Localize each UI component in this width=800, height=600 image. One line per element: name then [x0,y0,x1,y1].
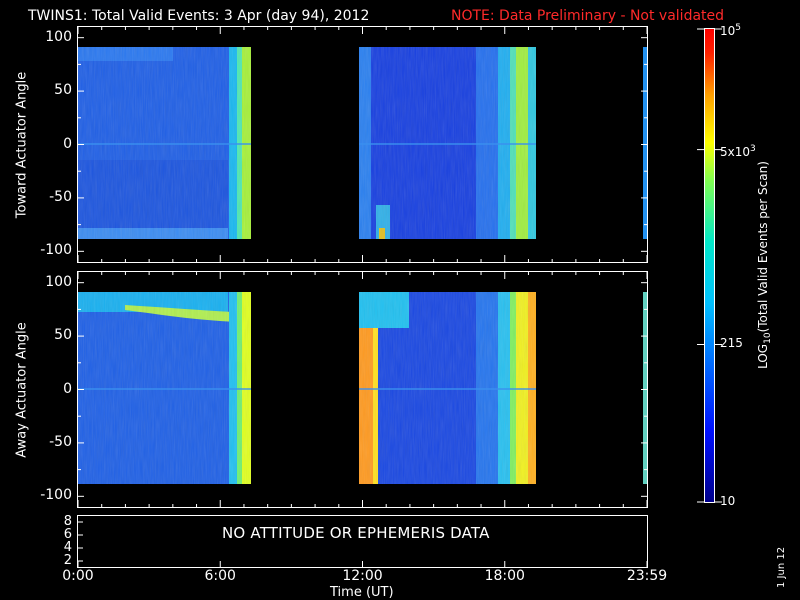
y-tick-label: 100 [45,273,72,290]
x-axis-label: Time (UT) [330,585,394,600]
panel-toward-gap-1 [251,46,359,240]
panel-away-gap-1 [251,291,359,485]
x-tick-label: 0:00 [62,568,94,584]
attitude-y-tick-label: 4 [63,540,72,555]
colorbar-tick-label-2: 5x103 [720,143,756,159]
y-tick-label: -50 [49,433,72,450]
colorbar-frame [704,28,715,503]
date-stamp: 1 Jun 12 [776,546,787,588]
panel-away-frame [77,271,648,508]
panel-toward-gap-2 [536,46,643,240]
y-axis-label-away: Away Actuator Angle [14,321,30,458]
y-tick-label: 0 [63,135,72,152]
panel-away-gap-2 [536,291,643,485]
attitude-y-tick-label: 2 [63,553,72,568]
y-tick-label: -50 [49,188,72,205]
colorbar-tick-label-1: 215 [720,336,743,351]
colorbar-label: LOG10(Total Valid Events per Scan) [755,161,774,369]
attitude-y-tick-label: 8 [63,514,72,529]
attitude-y-tick-label: 6 [63,527,72,542]
panel-toward [78,46,647,240]
preliminary-note: NOTE: Data Preliminary - Not validated [451,8,725,24]
colorbar-tick-label-0: 10 [720,494,736,508]
y-tick-label: 0 [63,380,72,397]
y-tick-label: 50 [54,327,72,344]
attitude-panel-frame [77,515,648,568]
panel-toward-frame [77,26,648,263]
x-tick-label: 12:00 [342,568,383,584]
colorbar-tick-label-3: 105 [720,23,742,38]
panel-toward-right-edge-strip [643,47,647,239]
y-tick-label: 100 [45,28,72,45]
frames [77,26,715,568]
chart-title: TWINS1: Total Valid Events: 3 Apr (day 9… [28,8,370,24]
panel-away-right-edge-strip [643,292,647,484]
y-tick-label: 50 [54,82,72,99]
panel-away [78,291,647,485]
y-tick-label: -100 [40,242,72,259]
axes-layer [77,27,722,567]
y-axis-label-toward: Toward Actuator Angle [14,71,30,218]
no-attitude-message: NO ATTITUDE OR EPHEMERIS DATA [222,524,490,542]
x-tick-label: 18:00 [484,568,525,584]
x-tick-label: 23:59 [626,568,668,584]
y-tick-label: -100 [40,487,72,504]
x-tick-label: 6:00 [204,568,236,584]
colorbar [705,29,714,502]
